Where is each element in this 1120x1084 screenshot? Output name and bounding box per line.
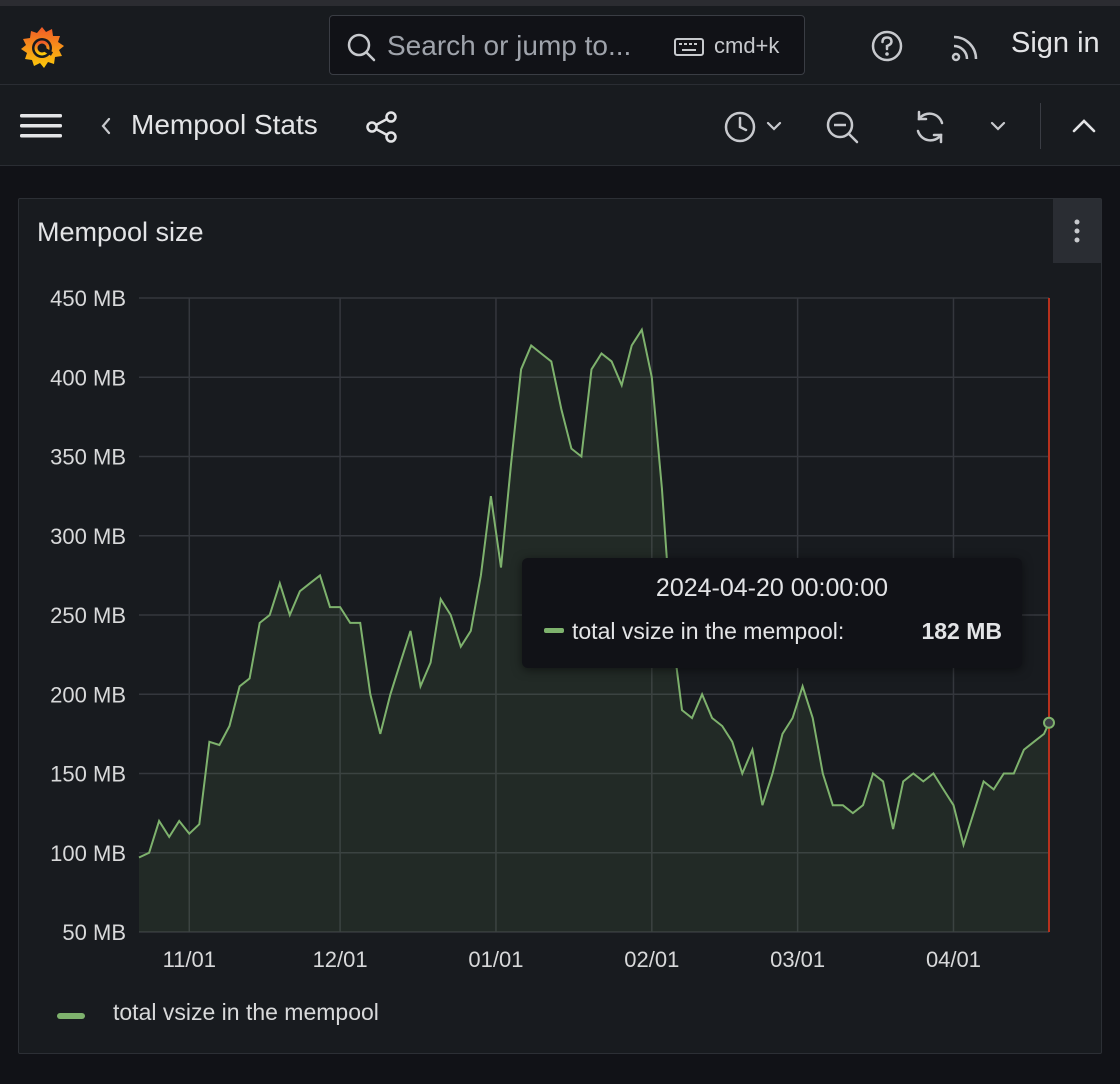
panel-title: Mempool size xyxy=(37,217,204,247)
y-tick-label: 450 MB xyxy=(50,286,126,311)
tooltip-series-label: total vsize in the mempool: xyxy=(572,618,845,644)
help-icon[interactable] xyxy=(870,29,904,63)
search-icon xyxy=(347,33,376,62)
window-top-strip xyxy=(0,0,1120,6)
x-tick-label: 11/01 xyxy=(163,947,216,972)
hamburger-menu-icon[interactable] xyxy=(20,111,64,141)
top-bar: Search or jump to... cmd+k Sign in xyxy=(0,6,1120,85)
x-tick-label: 12/01 xyxy=(313,947,368,972)
legend-swatch xyxy=(57,1013,85,1019)
y-tick-label: 150 MB xyxy=(50,762,126,787)
y-tick-label: 300 MB xyxy=(50,524,126,549)
legend-label[interactable]: total vsize in the mempool xyxy=(113,999,379,1025)
y-tick-label: 400 MB xyxy=(50,365,126,390)
x-tick-label: 04/01 xyxy=(926,947,981,972)
keyboard-icon xyxy=(674,38,704,56)
sign-in-link[interactable]: Sign in xyxy=(1011,27,1100,59)
hover-point xyxy=(1043,716,1055,729)
y-tick-label: 50 MB xyxy=(62,920,126,945)
y-tick-label: 250 MB xyxy=(50,603,126,628)
dashboard-title[interactable]: Mempool Stats xyxy=(131,109,318,140)
grafana-logo-icon[interactable] xyxy=(18,24,66,72)
series-line xyxy=(138,327,1050,859)
chevron-down-icon[interactable] xyxy=(988,119,1008,133)
refresh-icon[interactable] xyxy=(911,108,949,146)
share-icon[interactable] xyxy=(365,110,399,144)
zoom-out-icon[interactable] xyxy=(824,109,860,145)
news-feed-icon[interactable] xyxy=(950,31,982,63)
dashboard-nav-bar: Mempool Stats xyxy=(0,85,1120,166)
tooltip-swatch xyxy=(544,628,564,633)
x-tick-label: 03/01 xyxy=(770,947,825,972)
chart-tooltip: 2024-04-20 00:00:00 total vsize in the m… xyxy=(522,558,1022,668)
search-bar[interactable]: Search or jump to... cmd+k xyxy=(329,15,805,75)
nav-divider xyxy=(1040,103,1041,149)
search-shortcut: cmd+k xyxy=(714,33,780,58)
y-tick-label: 350 MB xyxy=(50,445,126,470)
clock-icon[interactable] xyxy=(722,109,758,145)
x-tick-label: 02/01 xyxy=(624,947,679,972)
y-tick-label: 200 MB xyxy=(50,682,126,707)
tooltip-value: 182 MB xyxy=(921,618,1002,644)
chevron-left-icon[interactable] xyxy=(97,115,115,137)
more-vertical-icon xyxy=(1074,219,1080,243)
chevron-up-icon[interactable] xyxy=(1070,117,1098,135)
tooltip-time: 2024-04-20 00:00:00 xyxy=(655,574,889,602)
panel-menu-button[interactable] xyxy=(1053,199,1101,263)
x-tick-label: 01/01 xyxy=(468,947,523,972)
y-tick-label: 100 MB xyxy=(50,841,126,866)
chevron-down-icon[interactable] xyxy=(764,119,784,133)
search-placeholder: Search or jump to... xyxy=(387,30,632,61)
